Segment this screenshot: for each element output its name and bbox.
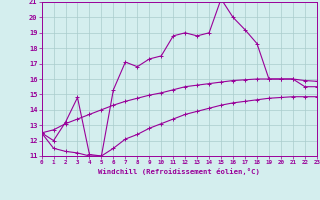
X-axis label: Windchill (Refroidissement éolien,°C): Windchill (Refroidissement éolien,°C)	[98, 168, 260, 175]
